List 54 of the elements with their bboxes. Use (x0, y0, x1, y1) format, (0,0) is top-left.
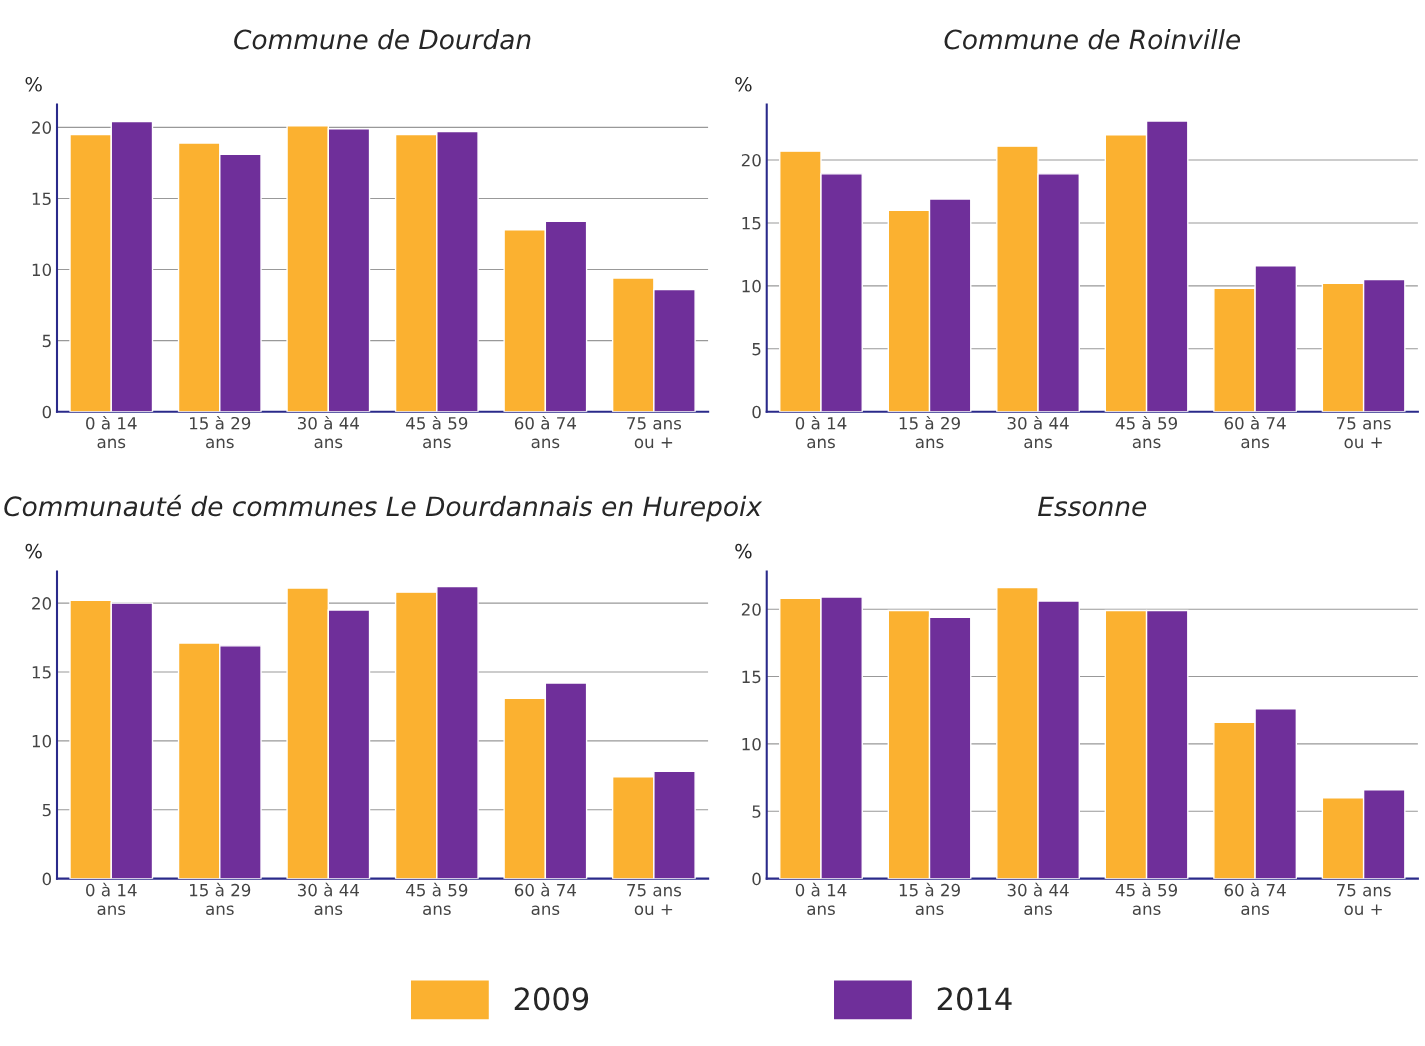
y-tick-label: 10 (742, 279, 761, 293)
y-tick-label: 5 (42, 334, 51, 348)
x-tick-label: 30 à 44 ans (1007, 415, 1069, 449)
y-tick-label: 10 (32, 263, 52, 277)
y-tick-label: 0 (42, 405, 52, 419)
x-tick-label: 75 ans ou + (1337, 417, 1391, 449)
x-tick-label: 30 à 44 ans (297, 882, 359, 916)
x-tick-label: 30 à 44 ans (297, 415, 359, 449)
x-tick-label: 45 à 59 ans (1115, 415, 1178, 449)
y-tick-label: 10 (32, 734, 52, 748)
x-tick-label: 0 à 14 ans (86, 415, 137, 449)
x-tick-label: 75 ans ou + (627, 417, 682, 449)
x-tick-label: 15 à 29 ans (190, 415, 251, 449)
y-tick-label: 15 (32, 666, 51, 679)
y-tick-label: 20 (741, 603, 761, 616)
x-tick-label: 15 à 29 ans (899, 882, 960, 916)
x-tick-label: 45 à 59 ans (406, 882, 468, 916)
y-tick-label: 0 (42, 872, 52, 886)
x-tick-label: 60 à 74 ans (514, 415, 577, 449)
y-tick-label: 5 (752, 805, 761, 818)
x-tick-label: 15 à 29 ans (899, 415, 960, 449)
y-axis-title: % (25, 76, 42, 92)
y-tick-label: 20 (741, 153, 761, 167)
y-tick-label: 15 (32, 192, 51, 206)
x-tick-label: 45 à 59 ans (1115, 882, 1178, 916)
legend-label: 2009 (514, 987, 589, 1011)
y-tick-label: 20 (32, 597, 52, 610)
chart-title: Commune de Roinville (944, 28, 1241, 50)
y-tick-label: 5 (752, 343, 761, 356)
y-axis-title: % (735, 76, 752, 92)
x-tick-label: 60 à 74 ans (1224, 882, 1286, 916)
y-tick-label: 15 (742, 670, 761, 684)
chart-title: Essonne (1038, 496, 1147, 517)
x-tick-label: 75 ans ou + (1337, 884, 1391, 916)
x-tick-label: 0 à 14 ans (86, 882, 137, 916)
y-axis-title: % (735, 543, 752, 559)
y-axis-title: % (25, 543, 42, 559)
chart-title: Communauté de communes Le Dourdannais en Hurepoix (4, 494, 763, 522)
x-tick-label: 30 à 44 ans (1007, 882, 1069, 916)
y-tick-label: 10 (742, 737, 761, 751)
chart-title: Commune de Dourdan (234, 28, 531, 50)
x-tick-label: 0 à 14 ans (795, 882, 847, 916)
y-tick-label: 0 (752, 405, 761, 419)
x-tick-label: 75 ans ou + (627, 884, 682, 916)
y-tick-label: 15 (742, 217, 761, 230)
y-tick-label: 5 (42, 803, 51, 817)
x-tick-label: 45 à 59 ans (406, 415, 468, 449)
x-tick-label: 60 à 74 ans (1224, 415, 1286, 449)
x-tick-label: 60 à 74 ans (514, 882, 577, 916)
legend-label: 2014 (937, 987, 1012, 1011)
x-tick-label: 0 à 14 ans (795, 415, 847, 449)
y-tick-label: 20 (32, 121, 52, 134)
x-tick-label: 15 à 29 ans (190, 882, 251, 916)
y-tick-label: 0 (752, 872, 761, 886)
